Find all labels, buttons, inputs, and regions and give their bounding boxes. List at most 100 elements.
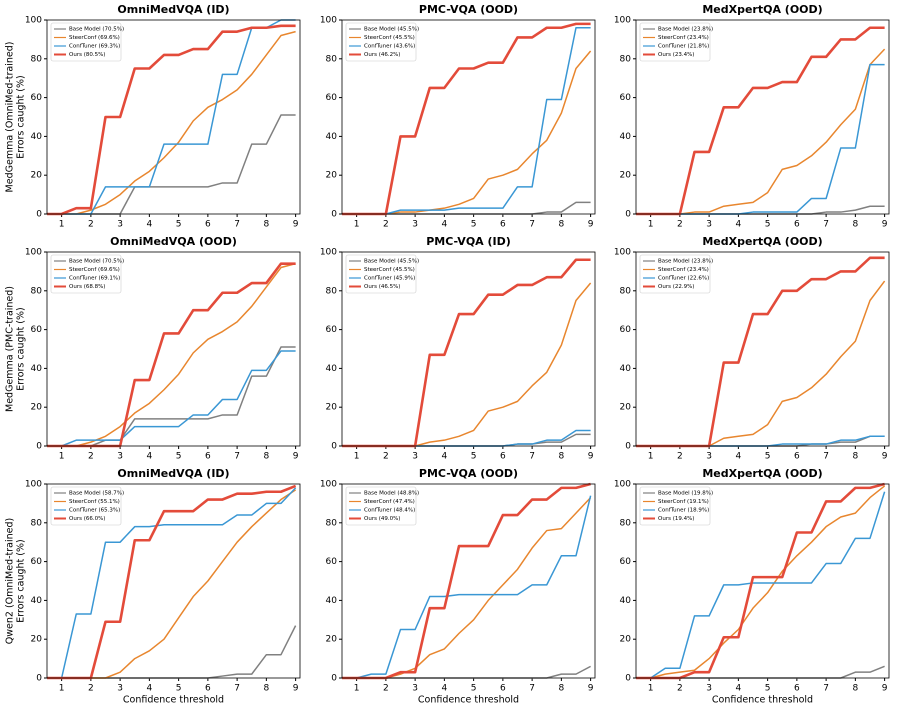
x-tick-label: 9	[588, 220, 594, 230]
x-tick-label: 1	[354, 220, 360, 230]
y-tick-label: 40	[620, 364, 632, 374]
series-line	[636, 280, 886, 447]
y-tick-label: 60	[326, 325, 338, 335]
y-tick-label: 100	[614, 480, 631, 490]
legend-label: SteerConf (23.4%)	[658, 267, 709, 273]
x-tick-label: 7	[823, 452, 829, 462]
y-tick-label: 40	[31, 596, 43, 606]
legend-box	[345, 486, 417, 526]
x-tick-label: 5	[471, 684, 477, 694]
y-tick-label: 40	[326, 364, 338, 374]
legend-label: Base Model (70.5%)	[69, 27, 124, 33]
series-line	[342, 50, 592, 215]
x-tick-label: 2	[383, 684, 389, 694]
series-line	[636, 48, 886, 215]
legend-label: SteerConf (69.6%)	[69, 267, 120, 273]
chart-title: OmniMedVQA (OOD)	[110, 235, 237, 248]
axes-frame	[46, 483, 301, 679]
x-tick-label: 6	[205, 220, 211, 230]
x-tick-label: 7	[823, 684, 829, 694]
y-tick-label: 80	[31, 54, 43, 64]
x-tick-label: 6	[205, 452, 211, 462]
legend-label: Base Model (23.8%)	[658, 27, 713, 33]
x-tick-label: 7	[234, 684, 240, 694]
y-tick-label: 0	[36, 674, 42, 684]
y-axis-label: Errors caught (%)	[16, 539, 27, 622]
legend-label: ConfTuner (69.1%)	[69, 276, 120, 282]
subplot: OmniMedVQA (ID) 0 20 40 60 80 100 1 2 3 4 5 6 7 8 9 Base…	[5, 3, 301, 230]
y-tick-label: 80	[326, 286, 338, 296]
x-tick-label: 4	[147, 452, 153, 462]
y-tick-label: 100	[25, 16, 42, 26]
y-tick-label: 0	[625, 442, 631, 452]
legend-label: ConfTuner (21.8%)	[658, 44, 709, 50]
x-tick-label: 5	[471, 452, 477, 462]
x-tick-label: 8	[263, 684, 269, 694]
series-line	[342, 665, 591, 679]
y-tick-label: 20	[31, 403, 43, 413]
x-tick-label: 8	[558, 684, 564, 694]
y-tick-label: 0	[331, 674, 337, 684]
y-tick-label: 100	[614, 16, 631, 26]
x-tick-label: 2	[677, 220, 683, 230]
series-line	[636, 485, 886, 679]
legend-label: Base Model (48.8%)	[364, 491, 419, 497]
legend-label: ConfTuner (69.3%)	[69, 44, 120, 50]
y-tick-label: 20	[31, 171, 43, 181]
y-tick-label: 0	[625, 674, 631, 684]
series-line	[47, 625, 297, 679]
y-tick-label: 40	[326, 132, 338, 142]
y-tick-label: 60	[326, 93, 338, 103]
y-tick-label: 100	[25, 248, 42, 258]
y-tick-label: 60	[31, 93, 43, 103]
x-tick-label: 8	[852, 684, 858, 694]
y-tick-label: 20	[326, 635, 338, 645]
x-tick-label: 1	[59, 452, 65, 462]
chart-title: PMC-VQA (ID)	[426, 235, 511, 248]
y-axis-label: Qwen2 (OmniMed-trained)	[5, 518, 16, 644]
x-tick-label: 3	[706, 452, 712, 462]
y-tick-label: 80	[620, 286, 632, 296]
x-tick-label: 7	[529, 220, 535, 230]
x-tick-label: 7	[823, 220, 829, 230]
x-tick-label: 4	[442, 452, 448, 462]
x-tick-label: 4	[147, 220, 153, 230]
legend-label: Base Model (19.8%)	[658, 491, 713, 497]
x-tick-label: 4	[736, 220, 742, 230]
axes-frame	[46, 251, 301, 447]
y-axis-label: Errors caught (%)	[16, 307, 27, 390]
legend-label: Base Model (45.5%)	[364, 27, 419, 33]
axes-frame	[635, 19, 890, 215]
series-line	[636, 435, 885, 447]
legend-label: SteerConf (45.5%)	[364, 267, 415, 273]
legend-box	[345, 254, 417, 294]
chart-title: PMC-VQA (OOD)	[419, 3, 518, 16]
legend-label: ConfTuner (18.9%)	[658, 508, 709, 514]
y-axis-label: MedGemma (OmniMed-trained)	[5, 42, 16, 193]
legend-label: Base Model (58.7%)	[69, 491, 124, 497]
y-tick-label: 0	[36, 442, 42, 452]
x-tick-label: 9	[882, 452, 888, 462]
x-tick-label: 6	[794, 452, 800, 462]
series-line	[47, 350, 296, 447]
y-tick-label: 80	[31, 518, 43, 528]
x-tick-label: 4	[736, 684, 742, 694]
y-tick-label: 60	[620, 93, 632, 103]
chart-title: PMC-VQA (OOD)	[419, 467, 518, 480]
axes-frame	[341, 483, 596, 679]
x-tick-label: 6	[500, 452, 506, 462]
legend-box	[345, 22, 417, 62]
y-tick-label: 80	[620, 518, 632, 528]
x-tick-label: 3	[412, 684, 418, 694]
x-tick-label: 1	[59, 220, 65, 230]
series-line	[47, 346, 296, 447]
subplot: PMC-VQA (ID) 0 20 40 60 80 100 1 2 3 4 5 6 7 8 9 Base Mo…	[320, 235, 596, 462]
x-tick-label: 8	[558, 220, 564, 230]
y-tick-label: 20	[620, 171, 632, 181]
legend-label: SteerConf (47.4%)	[364, 499, 415, 505]
chart-title: OmniMedVQA (ID)	[117, 467, 229, 480]
series-line	[47, 114, 296, 215]
y-tick-label: 20	[326, 171, 338, 181]
y-tick-label: 100	[25, 480, 42, 490]
x-tick-label: 2	[88, 220, 94, 230]
